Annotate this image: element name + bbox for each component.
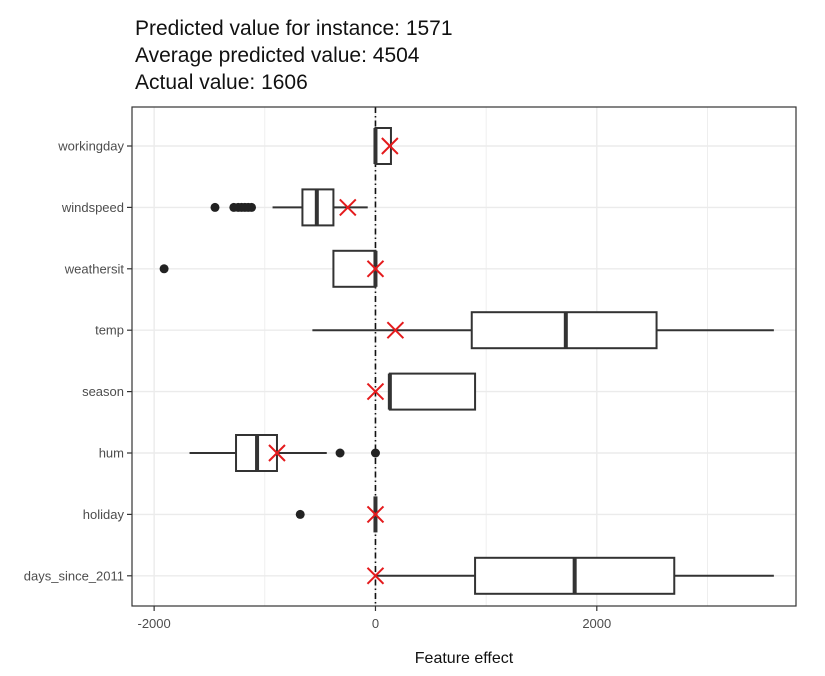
instance-marker-stroke (366, 505, 385, 524)
instance-marker-hum (268, 444, 286, 462)
instance-marker-stroke (339, 198, 357, 217)
boxplot-season (387, 372, 477, 411)
y-tick-label-workingday: workingday (57, 139, 124, 154)
instance-marker-stroke (366, 260, 385, 278)
instance-marker-stroke (386, 321, 405, 339)
panel-border (131, 106, 797, 607)
box (388, 372, 477, 411)
y-tick-label-holiday: holiday (83, 507, 125, 522)
instance-marker-season (366, 382, 385, 401)
x-axis: -2000 0 2000 (138, 606, 611, 631)
instance-marker-stroke (366, 382, 385, 401)
instance-marker-holiday (366, 505, 385, 524)
instance-marker-temp (386, 321, 405, 339)
instance-markers (268, 137, 405, 585)
boxplot-temp (312, 311, 774, 350)
chart-title-line-2: Average predicted value: 4504 (135, 44, 420, 67)
y-tick-label-weathersit: weathersit (64, 261, 125, 276)
outlier-point (295, 509, 305, 519)
boxplot-hum (189, 434, 380, 472)
y-tick-label-days_since_2011: days_since_2011 (24, 568, 124, 583)
x-tick-label: 2000 (582, 616, 611, 631)
gridlines (132, 107, 796, 606)
instance-marker-stroke (268, 444, 286, 462)
instance-marker-workingday (381, 137, 399, 155)
outlier-point (370, 448, 380, 458)
y-tick-label-temp: temp (95, 323, 124, 338)
instance-marker-stroke (381, 137, 399, 155)
x-tick-label: -2000 (138, 616, 171, 631)
boxplots (159, 127, 774, 595)
outlier-point (335, 448, 345, 458)
chart-title-line-1: Predicted value for instance: 1571 (135, 17, 453, 40)
instance-marker-stroke (366, 567, 385, 585)
chart-title-line-3: Actual value: 1606 (135, 71, 308, 94)
instance-marker-days_since_2011 (366, 567, 385, 585)
outlier-point (210, 202, 220, 212)
y-axis: workingday windspeed weathersit temp season h… (24, 139, 132, 583)
x-tick-label: 0 (372, 616, 379, 631)
boxplot-windspeed (210, 188, 368, 227)
y-tick-label-season: season (82, 384, 124, 399)
instance-marker-weathersit (366, 260, 385, 278)
x-axis-title: Feature effect (415, 650, 514, 667)
y-tick-label-hum: hum (99, 446, 124, 461)
y-tick-label-windspeed: windspeed (61, 200, 124, 215)
outlier-point (247, 202, 257, 212)
instance-marker-windspeed (339, 198, 357, 217)
boxplot-days_since_2011 (375, 556, 774, 595)
box (332, 249, 377, 288)
outlier-point (159, 264, 169, 274)
